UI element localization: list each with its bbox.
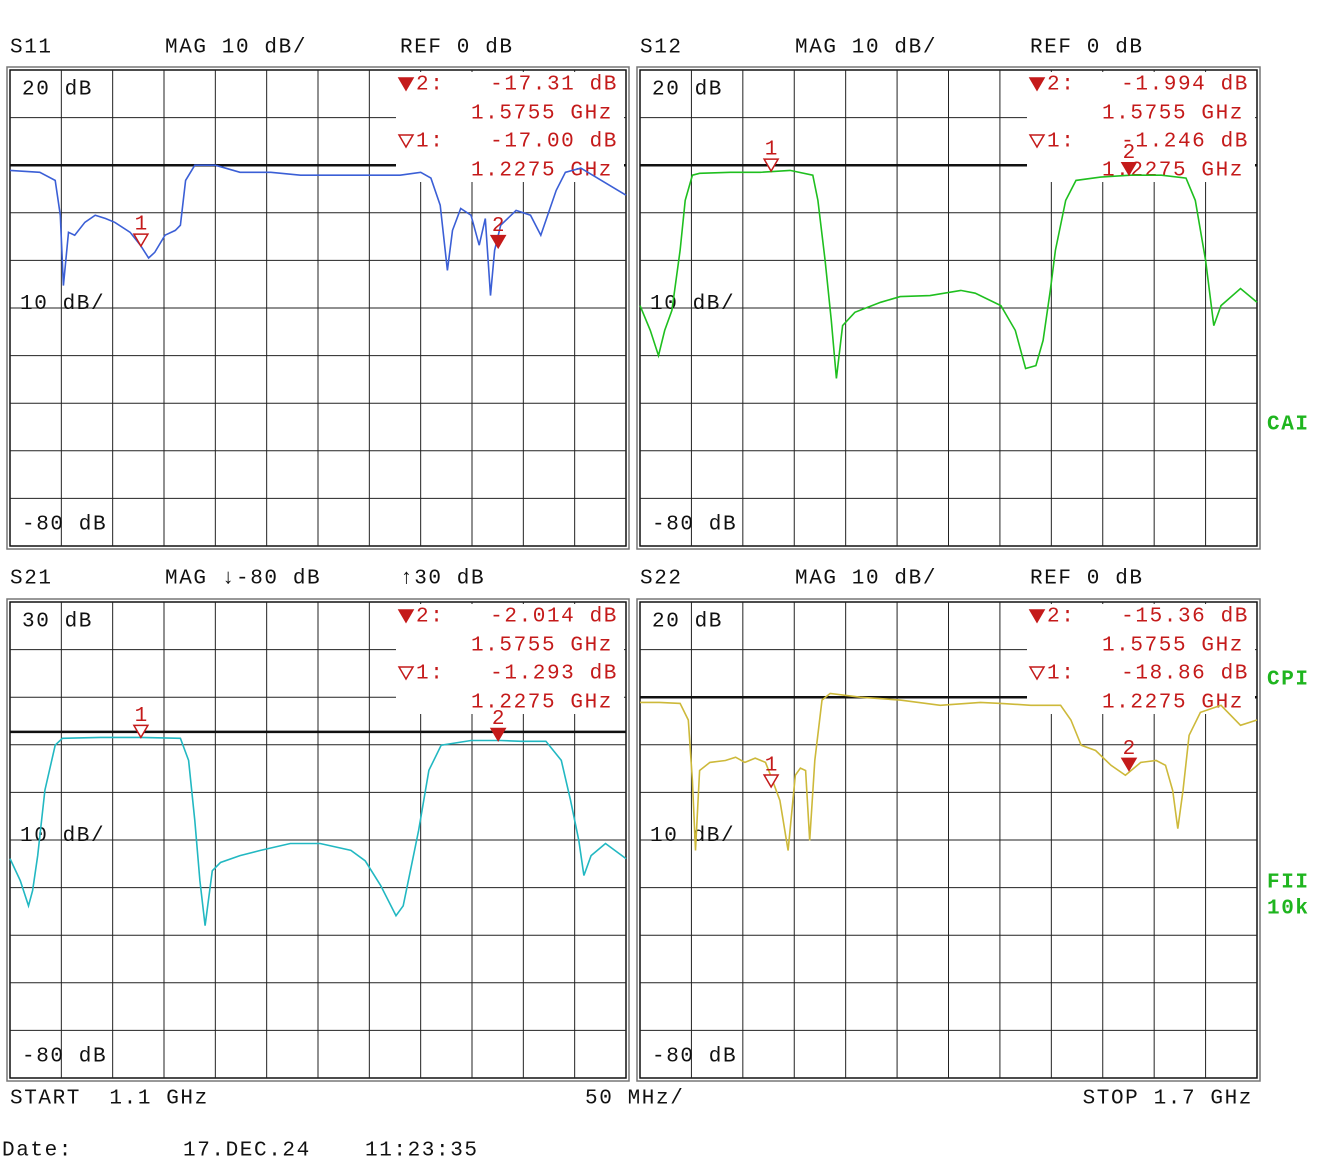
y-tick-label: -80 dB — [22, 1046, 107, 1069]
readout-box — [1027, 72, 1255, 182]
division-label: 10 dB/ — [650, 825, 735, 848]
readout-marker-icon — [1028, 77, 1046, 92]
y-tick-label: 20 dB — [652, 611, 723, 634]
readout-value: -17.00 dB — [490, 131, 618, 154]
marker — [1120, 757, 1138, 772]
readout-tag: 2: — [416, 74, 444, 97]
scale-label: MAG 10 dB/ — [165, 37, 307, 60]
scale-label: MAG 10 dB/ — [795, 37, 937, 60]
marker — [489, 234, 507, 250]
marker — [132, 233, 150, 248]
y-tick-label: 20 dB — [652, 79, 723, 102]
marker — [132, 724, 150, 739]
panel-title: S22 — [640, 568, 683, 591]
readout-value: -18.86 dB — [1121, 663, 1249, 686]
marker — [762, 774, 780, 789]
trace — [9, 164, 627, 296]
readout-box — [396, 604, 624, 714]
readout-tag: 1: — [1047, 663, 1075, 686]
marker-label: 1 — [765, 755, 778, 778]
y-tick-label: 20 dB — [22, 79, 93, 102]
readout-frequency: 1.5755 GHz — [1102, 635, 1244, 658]
y-tick-label: -80 dB — [652, 514, 737, 537]
readout-frequency: 1.5755 GHz — [1102, 103, 1244, 126]
readout-frequency: 1.2275 GHz — [1102, 692, 1244, 715]
reference-label: REF 0 dB — [400, 37, 514, 60]
readout-frequency: 1.2275 GHz — [1102, 160, 1244, 183]
readout-marker-icon — [1028, 609, 1046, 624]
readout-tag: 1: — [416, 663, 444, 686]
division-label: 10 dB/ — [650, 293, 735, 316]
division-label: 10 dB/ — [20, 825, 105, 848]
date-label: Date: — [2, 1140, 73, 1163]
readout-frequency: 1.2275 GHz — [471, 692, 613, 715]
reference-label: ↑30 dB — [400, 568, 485, 591]
readout-frequency: 1.5755 GHz — [471, 635, 613, 658]
marker-label: 1 — [135, 705, 148, 728]
marker-label: 2 — [492, 708, 505, 731]
readout-tag: 1: — [1047, 131, 1075, 154]
readout-tag: 1: — [416, 131, 444, 154]
panel-title: S12 — [640, 37, 683, 60]
reference-label: REF 0 dB — [1030, 568, 1144, 591]
marker-label: 2 — [1123, 142, 1136, 165]
readout-tag: 2: — [1047, 606, 1075, 629]
readout-value: -17.31 dB — [490, 74, 618, 97]
y-tick-label: -80 dB — [652, 1046, 737, 1069]
readout-value: -2.014 dB — [490, 606, 618, 629]
status-label: CPI — [1267, 669, 1310, 692]
status-label: FII — [1267, 872, 1310, 895]
marker-label: 2 — [1123, 738, 1136, 761]
trace — [640, 692, 1258, 851]
trace — [639, 169, 1258, 379]
readout-value: -1.293 dB — [490, 663, 618, 686]
readout-box — [1027, 604, 1255, 714]
readout-marker-icon — [397, 666, 415, 681]
readout-marker-icon — [1028, 666, 1046, 681]
status-label: CAI — [1267, 414, 1310, 437]
date-time: 11:23:35 — [365, 1140, 479, 1163]
readout-value: -15.36 dB — [1121, 606, 1249, 629]
y-tick-label: 30 dB — [22, 611, 93, 634]
readout-frequency: 1.5755 GHz — [471, 103, 613, 126]
panel-title: S21 — [10, 568, 53, 591]
date-day: 17.DEC.24 — [183, 1140, 311, 1163]
sweep-span: 50 MHz/ — [585, 1088, 684, 1111]
marker-label: 1 — [135, 214, 148, 237]
division-label: 10 dB/ — [20, 293, 105, 316]
marker — [762, 158, 780, 173]
readout-frequency: 1.2275 GHz — [471, 160, 613, 183]
readout-tag: 2: — [416, 606, 444, 629]
scale-label: MAG 10 dB/ — [795, 568, 937, 591]
marker-label: 2 — [492, 215, 505, 238]
marker-label: 1 — [765, 139, 778, 162]
readout-marker-icon — [1028, 134, 1046, 149]
sweep-stop: STOP 1.7 GHz — [1083, 1088, 1253, 1111]
y-tick-label: -80 dB — [22, 514, 107, 537]
marker — [1120, 161, 1138, 177]
readout-marker-icon — [397, 609, 415, 624]
reference-label: REF 0 dB — [1030, 37, 1144, 60]
readout-value: -1.246 dB — [1121, 131, 1249, 154]
readout-value: -1.994 dB — [1121, 74, 1249, 97]
marker — [489, 727, 507, 743]
readout-box — [396, 72, 624, 182]
readout-tag: 2: — [1047, 74, 1075, 97]
trace — [9, 736, 627, 926]
readout-marker-icon — [397, 134, 415, 149]
scale-label: MAG ↓-80 dB — [165, 568, 321, 591]
sweep-start: START 1.1 GHz — [10, 1088, 209, 1111]
readout-marker-icon — [397, 77, 415, 92]
status-label: 10k — [1267, 898, 1310, 921]
panel-title: S11 — [10, 37, 53, 60]
